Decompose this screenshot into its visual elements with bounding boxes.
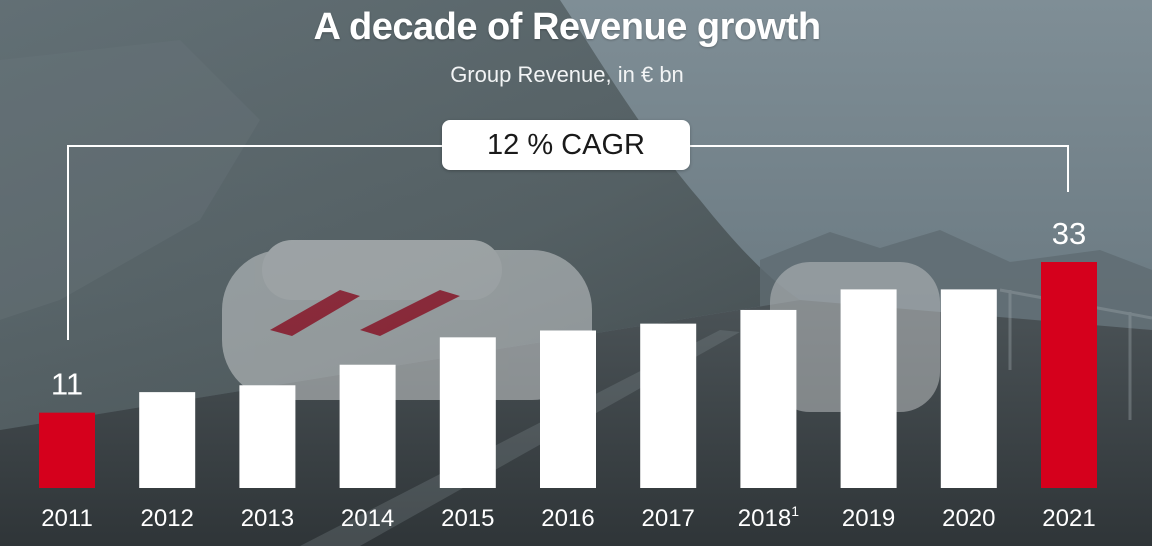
tick-label-2014: 2014 [341,505,394,532]
chart-title: A decade of Revenue growth [313,6,821,48]
bar-2017 [640,323,697,488]
tick-label-2019: 2019 [842,505,895,532]
bar-2014 [339,364,396,488]
data-label-2021: 33 [1052,216,1086,251]
tick-footnote-2018: 1 [791,503,799,519]
cagr-annotation: 12 % CAGR [442,120,690,170]
tick-label-2021: 2021 [1042,505,1095,532]
bar-2018 [740,309,797,488]
data-label-2011: 11 [51,367,83,402]
bar-2021 [1041,262,1097,488]
tick-label-2013: 2013 [241,505,294,532]
tick-label-2017: 2017 [642,505,695,532]
tick-label-2020: 2020 [942,505,995,532]
tick-label-2011: 2011 [41,505,93,532]
bar-2013 [239,385,296,488]
tick-label-2012: 2012 [141,505,194,532]
tick-label-2018: 20181 [738,503,799,532]
cagr-bracket [67,145,1069,340]
bar-2011 [39,412,95,488]
tick-label-2015: 2015 [441,505,494,532]
bar-2020 [940,289,997,488]
bar-2012 [139,392,196,488]
bar-2015 [439,337,496,488]
tick-label-2016: 2016 [541,505,594,532]
bar-2016 [540,330,596,488]
chart-subtitle: Group Revenue, in € bn [450,62,684,87]
bar-2019 [840,289,897,488]
